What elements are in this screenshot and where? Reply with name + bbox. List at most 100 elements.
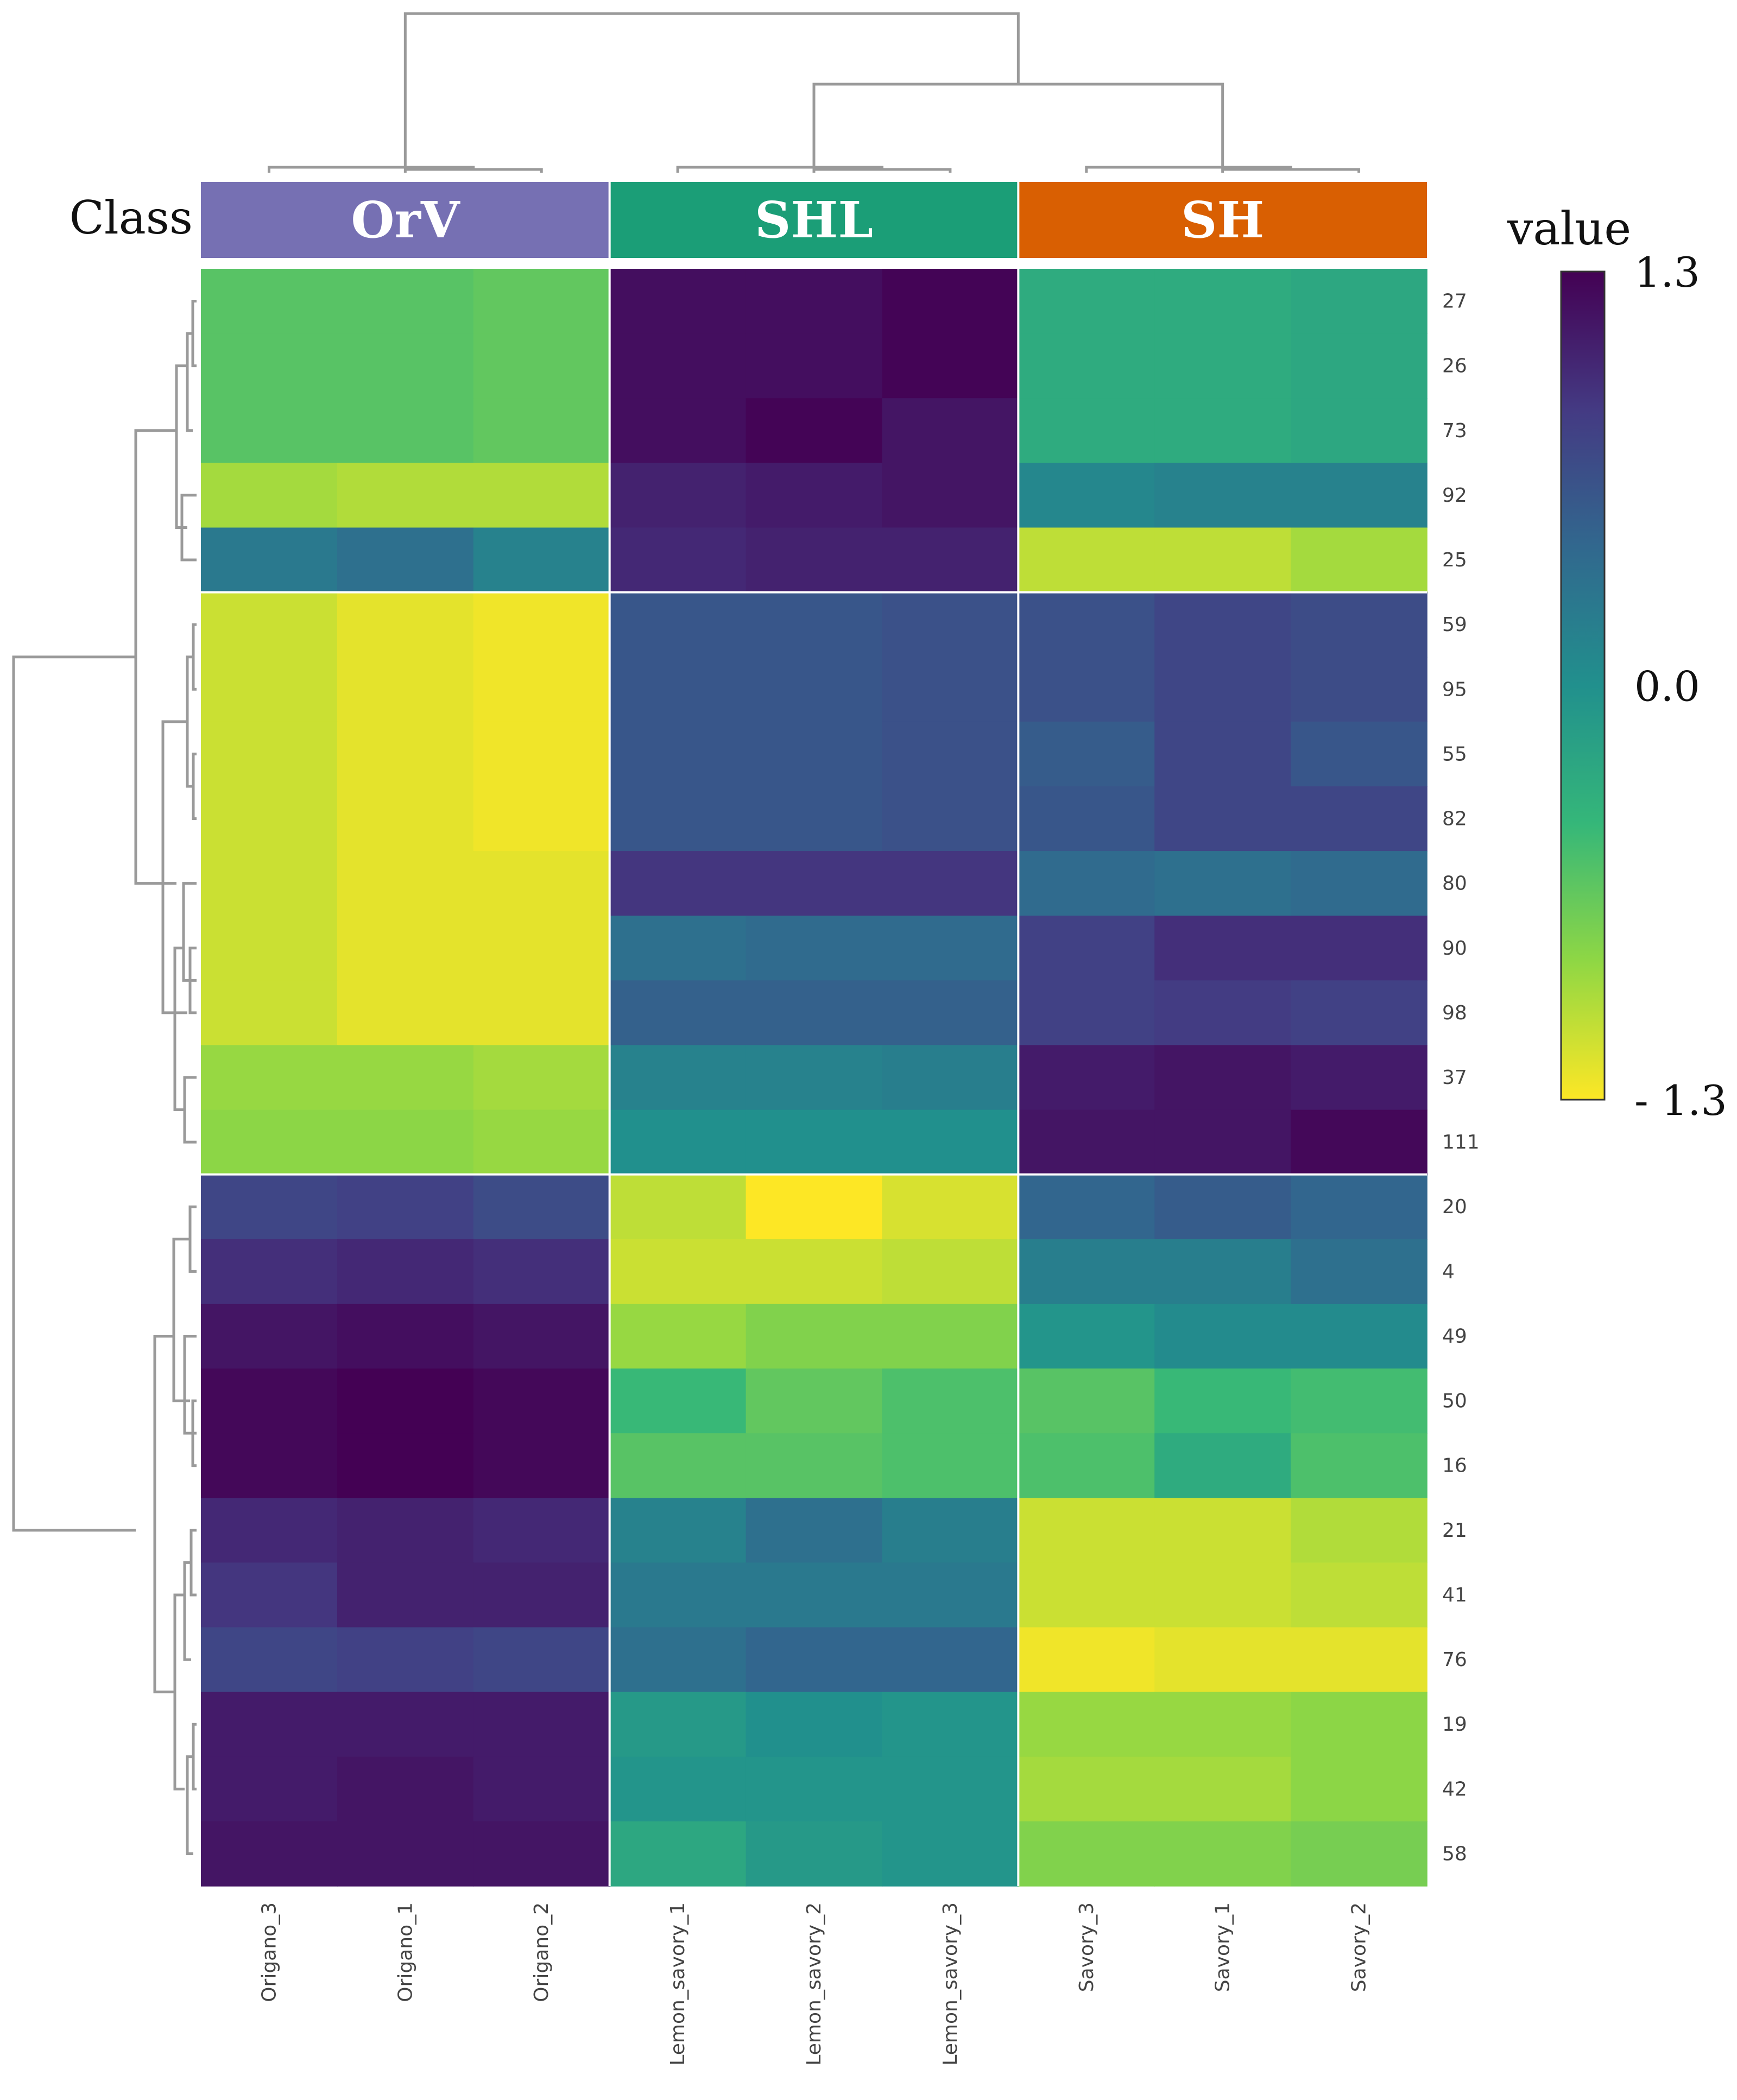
heatmap-cell	[746, 1369, 883, 1434]
heatmap-cell	[609, 1498, 747, 1563]
heatmap-cell	[609, 463, 747, 528]
heatmap-cell	[1154, 1692, 1291, 1757]
class-bar: OrV SHL SH	[201, 182, 1427, 265]
heatmap-cell	[1018, 1821, 1155, 1887]
legend-title: value	[1507, 202, 1631, 255]
heatmap-cell	[337, 398, 474, 464]
heatmap-cell	[746, 980, 883, 1046]
heatmap-cell	[201, 980, 338, 1046]
heatmap-cell	[337, 269, 474, 334]
heatmap-cell	[473, 1498, 610, 1563]
row-label: 80	[1442, 873, 1467, 895]
heatmap-cell	[609, 657, 747, 722]
row-label: 92	[1442, 484, 1467, 507]
heatmap-cell	[473, 463, 610, 528]
heatmap-cell	[473, 980, 610, 1046]
heatmap-cell	[1018, 786, 1155, 852]
row-label: 37	[1442, 1067, 1467, 1089]
heatmap-cell	[746, 463, 883, 528]
heatmap-cell	[746, 1239, 883, 1304]
heatmap-cell	[337, 1239, 474, 1304]
heatmap-cell	[609, 269, 747, 334]
heatmap-cell	[1018, 1498, 1155, 1563]
heatmap-cell	[473, 1756, 610, 1822]
heatmap-cell	[473, 269, 610, 334]
heatmap-cell	[746, 527, 883, 593]
dendrogram-link	[161, 720, 187, 1014]
heatmap-cell	[746, 1045, 883, 1111]
heatmap-cell	[473, 721, 610, 787]
heatmap-cell	[1291, 1045, 1428, 1111]
row-label: 111	[1442, 1131, 1480, 1153]
class-label: SHL	[755, 191, 873, 249]
heatmap-cell	[201, 1174, 338, 1240]
heatmap-cell	[746, 592, 883, 658]
heatmap-cell	[882, 851, 1019, 916]
heatmap-cell	[337, 1109, 474, 1175]
heatmap-cell	[1154, 1756, 1291, 1822]
heatmap-cell	[882, 1627, 1019, 1693]
column-label: Origano_3	[258, 1902, 280, 2002]
row-label: 21	[1442, 1519, 1467, 1542]
heatmap-cell	[1018, 527, 1155, 593]
heatmap-cell	[1154, 916, 1291, 981]
row-label: 16	[1442, 1455, 1467, 1477]
heatmap-cell	[609, 1433, 747, 1499]
dendrogram-link	[403, 168, 543, 173]
row-label: 95	[1442, 678, 1467, 701]
heatmap-cell	[337, 1433, 474, 1499]
heatmap-cell	[1291, 1562, 1428, 1628]
heatmap-cell	[473, 592, 610, 658]
heatmap-cell	[1018, 657, 1155, 722]
dendrogram-link	[191, 300, 197, 368]
heatmap-cell	[1154, 269, 1291, 334]
heatmap-cell	[1154, 1174, 1291, 1240]
heatmap-cell	[337, 657, 474, 722]
heatmap-cell	[882, 1239, 1019, 1304]
heatmap-cell	[337, 463, 474, 528]
heatmap-cell	[201, 916, 338, 981]
dendrogram-link	[192, 1723, 197, 1790]
heatmap-cell	[337, 980, 474, 1046]
heatmap-cell	[609, 1692, 747, 1757]
heatmap-cell	[609, 1369, 747, 1434]
heatmap-cell	[201, 269, 338, 334]
heatmap-cell	[473, 1562, 610, 1628]
heatmap-cell	[337, 527, 474, 593]
heatmap-cell	[746, 657, 883, 722]
heatmap-cell	[1154, 333, 1291, 399]
column-label: Lemon_savory_2	[803, 1902, 825, 2066]
heatmap-cell	[1018, 1433, 1155, 1499]
heatmap-cell	[473, 1821, 610, 1887]
heatmap-cell	[882, 463, 1019, 528]
heatmap-cell	[201, 1433, 338, 1499]
heatmap-cell	[473, 333, 610, 399]
heatmap-cell	[337, 1174, 474, 1240]
heatmap-cell	[337, 1756, 474, 1822]
heatmap-cell	[746, 1498, 883, 1563]
heatmap-cell	[1018, 1045, 1155, 1111]
legend-colorbar	[1560, 270, 1606, 1101]
heatmap-cell	[1291, 269, 1428, 334]
heatmap-cell	[1018, 1692, 1155, 1757]
heatmap-cell	[882, 1498, 1019, 1563]
heatmap-cell	[1154, 1239, 1291, 1304]
heatmap-cell	[1291, 463, 1428, 528]
heatmap-cell	[473, 1045, 610, 1111]
heatmap-cell	[337, 592, 474, 658]
row-label: 19	[1442, 1713, 1467, 1736]
row-labels: 27 26 73 92 25 59 95 55 82 80 90 98 37 111 20 4 49 50 16 21…	[1442, 291, 1480, 1865]
heatmap-cell	[609, 1045, 747, 1111]
heatmap-cell	[1018, 980, 1155, 1046]
heatmap-cell	[1018, 1174, 1155, 1240]
heatmap-cell	[201, 1821, 338, 1887]
heatmap-cell	[746, 1821, 883, 1887]
heatmap-cell	[1018, 1239, 1155, 1304]
heatmap-cell	[337, 333, 474, 399]
heatmap-cell	[609, 916, 747, 981]
heatmap-cell	[1018, 851, 1155, 916]
heatmap-cell	[1291, 980, 1428, 1046]
heatmap-cell	[201, 1109, 338, 1175]
heatmap-cell	[1291, 721, 1428, 787]
heatmap-cell	[201, 1756, 338, 1822]
